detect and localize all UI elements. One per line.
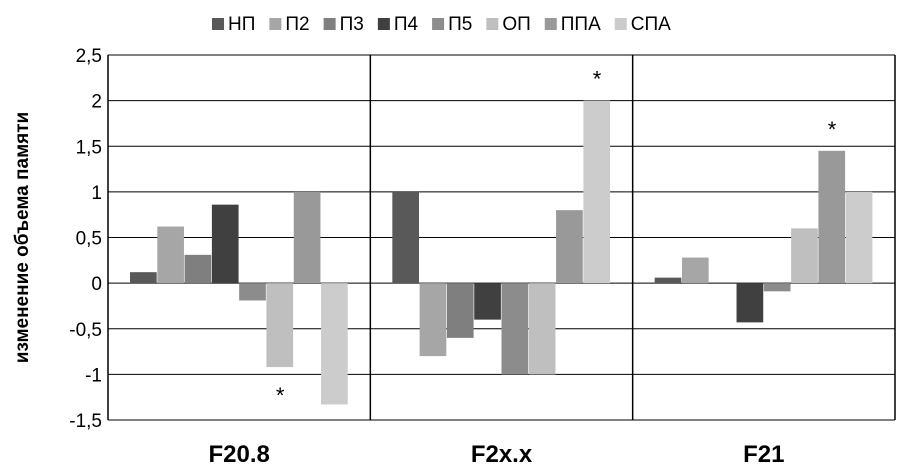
y-axis-ticks: -1,5 -1 -0,5 0 0,5 1 1,5 2 2,5: [69, 46, 102, 432]
y-tick-label: 1: [91, 183, 102, 204]
legend: НП П2 П3 П4 П5 ОП ППА СПА: [212, 14, 671, 35]
legend-swatch: [212, 18, 224, 30]
bar-СПА-F21: [845, 191, 873, 284]
legend-swatch: [544, 18, 557, 30]
legend-label: П2: [285, 14, 309, 35]
legend-label: П3: [340, 14, 364, 35]
bar-СПА-F2x.x: [583, 100, 611, 284]
significance-marker: *: [828, 117, 837, 142]
bar-П4-F21: [736, 283, 764, 323]
bar-СПА-F20.8: [321, 283, 348, 405]
bar-П2-F21: [681, 257, 709, 284]
bar-ОП-F21: [791, 228, 818, 284]
y-tick-label: 1,5: [76, 137, 102, 158]
significance-marker: *: [276, 383, 285, 408]
bar-П3-F20.8: [184, 254, 212, 284]
legend-label: П5: [448, 14, 472, 35]
legend-swatch: [432, 18, 445, 30]
y-tick-label: 2,5: [76, 46, 102, 67]
y-tick-label: -1,5: [69, 411, 102, 432]
y-tick-label: 2: [91, 92, 102, 113]
bar-НП-F2x.x: [392, 191, 420, 284]
category-label: F21: [743, 441, 784, 468]
bar-ОП-F20.8: [266, 283, 294, 368]
y-tick-label: -1: [85, 365, 102, 386]
legend-label: П4: [394, 14, 419, 35]
legend-label: ППА: [561, 14, 601, 35]
bar-ППА-F21: [818, 150, 846, 284]
bar-ППА-F20.8: [293, 191, 321, 284]
x-axis-categories: F20.8 F2x.x F21: [208, 441, 784, 468]
bar-П5-F20.8: [239, 283, 266, 301]
bar-П3-F2x.x: [446, 283, 474, 338]
y-tick-label: 0: [91, 274, 102, 295]
y-tick-label: 0,5: [76, 229, 102, 250]
legend-swatch: [377, 18, 390, 30]
legend-label: СПА: [631, 14, 671, 35]
y-tick-label: -0,5: [69, 320, 102, 341]
bar-ППА-F2x.x: [556, 210, 583, 284]
legend-swatch: [323, 18, 336, 30]
bar-П5-F2x.x: [501, 283, 529, 375]
legend-label: ОП: [502, 14, 530, 35]
legend-label: НП: [228, 14, 255, 35]
significance-marker: *: [593, 67, 602, 92]
bars: [130, 100, 873, 405]
bar-П4-F2x.x: [474, 283, 501, 320]
annotations: * * *: [276, 67, 837, 408]
bar-НП-F21: [654, 277, 682, 284]
bar-НП-F20.8: [130, 272, 157, 284]
y-axis-label: изменение объема памяти: [12, 112, 33, 363]
bar-П5-F21: [763, 283, 791, 292]
bar-П2-F2x.x: [419, 283, 447, 357]
grid: [108, 54, 895, 421]
legend-swatch: [269, 18, 282, 30]
bar-П2-F20.8: [157, 226, 184, 284]
category-label: F2x.x: [471, 441, 533, 468]
legend-swatch: [486, 18, 499, 30]
legend-swatch: [614, 18, 627, 30]
plot-frame: [107, 55, 896, 420]
category-label: F20.8: [208, 441, 269, 468]
bar-П4-F20.8: [211, 204, 239, 284]
bar-ОП-F2x.x: [528, 283, 556, 375]
